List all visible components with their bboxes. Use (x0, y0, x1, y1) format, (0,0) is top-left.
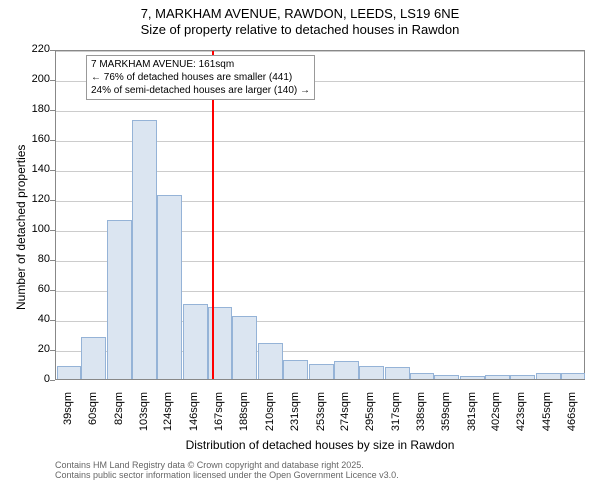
x-tick-label: 124sqm (162, 392, 174, 442)
y-tick-label: 100 (20, 223, 50, 235)
marker-line (212, 51, 214, 379)
y-tick-mark (50, 290, 55, 291)
chart-container: 7, MARKHAM AVENUE, RAWDON, LEEDS, LS19 6… (0, 0, 600, 500)
y-tick-mark (50, 110, 55, 111)
y-tick-mark (50, 260, 55, 261)
x-tick-label: 188sqm (238, 392, 250, 442)
y-tick-label: 40 (20, 313, 50, 325)
histogram-bar (510, 375, 535, 380)
histogram-bar (232, 316, 257, 379)
x-tick-label: 210sqm (264, 392, 276, 442)
y-tick-label: 80 (20, 253, 50, 265)
y-tick-mark (50, 320, 55, 321)
x-tick-label: 295sqm (364, 392, 376, 442)
annotation-box: 7 MARKHAM AVENUE: 161sqm ← 76% of detach… (86, 55, 315, 100)
annotation-line-2: ← 76% of detached houses are smaller (44… (91, 71, 310, 84)
x-tick-label: 359sqm (440, 392, 452, 442)
histogram-bar (485, 375, 510, 380)
x-tick-label: 60sqm (87, 392, 99, 442)
gridline (56, 51, 584, 52)
x-tick-label: 338sqm (415, 392, 427, 442)
x-tick-label: 466sqm (566, 392, 578, 442)
histogram-bar (132, 120, 157, 380)
plot-area: 7 MARKHAM AVENUE: 161sqm ← 76% of detach… (55, 50, 585, 380)
histogram-bar (81, 337, 106, 379)
histogram-bar (334, 361, 359, 379)
histogram-bar (410, 373, 435, 379)
x-tick-label: 39sqm (62, 392, 74, 442)
y-tick-label: 20 (20, 343, 50, 355)
title-line-1: 7, MARKHAM AVENUE, RAWDON, LEEDS, LS19 6… (0, 6, 600, 22)
histogram-bar (183, 304, 208, 379)
y-tick-mark (50, 230, 55, 231)
footnote-line-2: Contains public sector information licen… (55, 470, 399, 480)
footnote: Contains HM Land Registry data © Crown c… (55, 460, 399, 480)
annotation-line-1: 7 MARKHAM AVENUE: 161sqm (91, 58, 310, 71)
y-tick-label: 220 (20, 43, 50, 55)
y-tick-mark (50, 170, 55, 171)
y-tick-label: 60 (20, 283, 50, 295)
x-tick-label: 381sqm (466, 392, 478, 442)
y-tick-mark (50, 80, 55, 81)
y-tick-label: 180 (20, 103, 50, 115)
x-tick-label: 274sqm (339, 392, 351, 442)
y-tick-label: 0 (20, 373, 50, 385)
title-line-2: Size of property relative to detached ho… (0, 22, 600, 38)
histogram-bar (107, 220, 132, 379)
x-tick-label: 317sqm (390, 392, 402, 442)
chart-title: 7, MARKHAM AVENUE, RAWDON, LEEDS, LS19 6… (0, 6, 600, 39)
histogram-bar (57, 366, 82, 380)
y-tick-label: 140 (20, 163, 50, 175)
x-axis-label: Distribution of detached houses by size … (55, 438, 585, 452)
x-tick-label: 402sqm (490, 392, 502, 442)
x-tick-label: 82sqm (113, 392, 125, 442)
histogram-bar (561, 373, 586, 379)
y-tick-mark (50, 50, 55, 51)
histogram-bar (385, 367, 410, 379)
histogram-bar (309, 364, 334, 379)
x-tick-label: 423sqm (515, 392, 527, 442)
y-tick-mark (50, 140, 55, 141)
y-tick-label: 200 (20, 73, 50, 85)
x-tick-label: 146sqm (188, 392, 200, 442)
x-tick-label: 445sqm (541, 392, 553, 442)
histogram-bar (434, 375, 459, 380)
annotation-line-3: 24% of semi-detached houses are larger (… (91, 84, 310, 97)
y-tick-mark (50, 380, 55, 381)
histogram-bar (536, 373, 561, 379)
x-tick-label: 231sqm (289, 392, 301, 442)
x-tick-label: 253sqm (315, 392, 327, 442)
histogram-bar (283, 360, 308, 380)
histogram-bar (359, 366, 384, 380)
x-tick-label: 167sqm (213, 392, 225, 442)
gridline (56, 111, 584, 112)
y-tick-label: 120 (20, 193, 50, 205)
y-tick-mark (50, 200, 55, 201)
histogram-bar (258, 343, 283, 379)
y-tick-label: 160 (20, 133, 50, 145)
x-tick-label: 103sqm (138, 392, 150, 442)
footnote-line-1: Contains HM Land Registry data © Crown c… (55, 460, 399, 470)
y-tick-mark (50, 350, 55, 351)
histogram-bar (157, 195, 182, 380)
histogram-bar (460, 376, 485, 379)
